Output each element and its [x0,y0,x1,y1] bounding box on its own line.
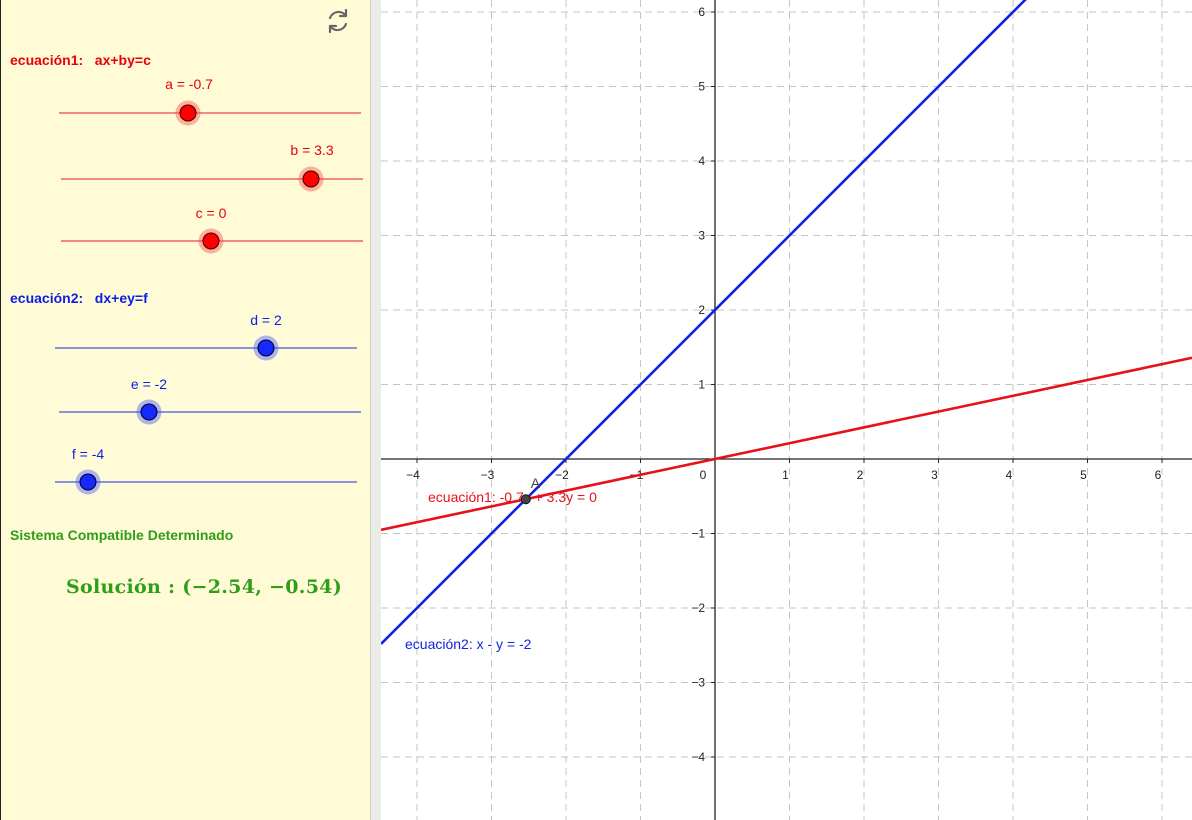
grid [381,0,1192,820]
y-tick-label: 6 [698,5,705,19]
x-tick-label: 1 [782,468,789,482]
slider-e-knob[interactable] [140,403,158,421]
y-tick-label: 3 [698,229,705,243]
x-tick-label: 0 [700,468,707,482]
slider-b-track[interactable] [61,178,363,180]
intersection-point[interactable] [520,494,531,505]
slider-c-knob[interactable] [202,232,220,250]
slider-f-knob[interactable] [79,473,97,491]
y-tick-label: −1 [691,527,705,541]
panel-divider[interactable] [370,0,381,820]
axes [381,0,1192,820]
x-tick-label: 6 [1155,468,1162,482]
y-tick-label: −2 [691,601,705,615]
slider-e-track[interactable] [59,411,361,413]
y-tick-label: −4 [691,750,705,764]
slider-e-label: e = -2 [130,376,168,392]
slider-d-label: d = 2 [250,312,282,328]
x-tick-label: 5 [1080,468,1087,482]
slider-d-knob[interactable] [257,339,275,357]
slider-f-track[interactable] [55,481,357,483]
line-labels: ecuación1: -0.7x + 3.3y = 0 ecuación2: x … [405,475,597,652]
x-tick-label: −3 [481,468,495,482]
x-tick-label: 2 [857,468,864,482]
equation1-title: ecuación1: ax+by=c [10,52,151,68]
slider-a-track[interactable] [59,112,361,114]
algebra-panel: ecuación1: ax+by=c a = -0.7 b = 3.3 c = … [0,0,370,820]
slider-b-knob[interactable] [302,170,320,188]
slider-f-label: f = -4 [71,446,105,462]
y-tick-label: −3 [691,676,705,690]
equation2-line-label: ecuación2: x - y = -2 [405,636,532,652]
system-status: Sistema Compatible Determinado [10,527,234,543]
intersection-point-label: A [531,475,541,491]
solution-text: Solución : (−2.54, −0.54) [66,576,343,598]
x-tick-label: 3 [931,468,938,482]
slider-d-track[interactable] [55,347,357,349]
y-tick-label: 4 [698,154,705,168]
slider-b-label: b = 3.3 [290,142,334,158]
slider-a-knob[interactable] [179,104,197,122]
refresh-icon[interactable] [323,6,353,36]
equation2-title: ecuación2: dx+ey=f [10,290,148,306]
slider-a-label: a = -0.7 [165,76,213,92]
equation-lines [381,0,1192,645]
x-tick-label: 4 [1006,468,1013,482]
x-tick-label: −4 [406,468,420,482]
x-tick-label: −2 [555,468,569,482]
equation1-line [381,356,1192,532]
slider-c-label: c = 0 [195,205,227,221]
y-tick-label: 2 [698,303,705,317]
equation2-line [381,0,1027,645]
y-tick-label: 5 [698,80,705,94]
equation1-line-label: ecuación1: -0.7x + 3.3y = 0 [428,489,597,505]
y-tick-label: 1 [698,378,705,392]
